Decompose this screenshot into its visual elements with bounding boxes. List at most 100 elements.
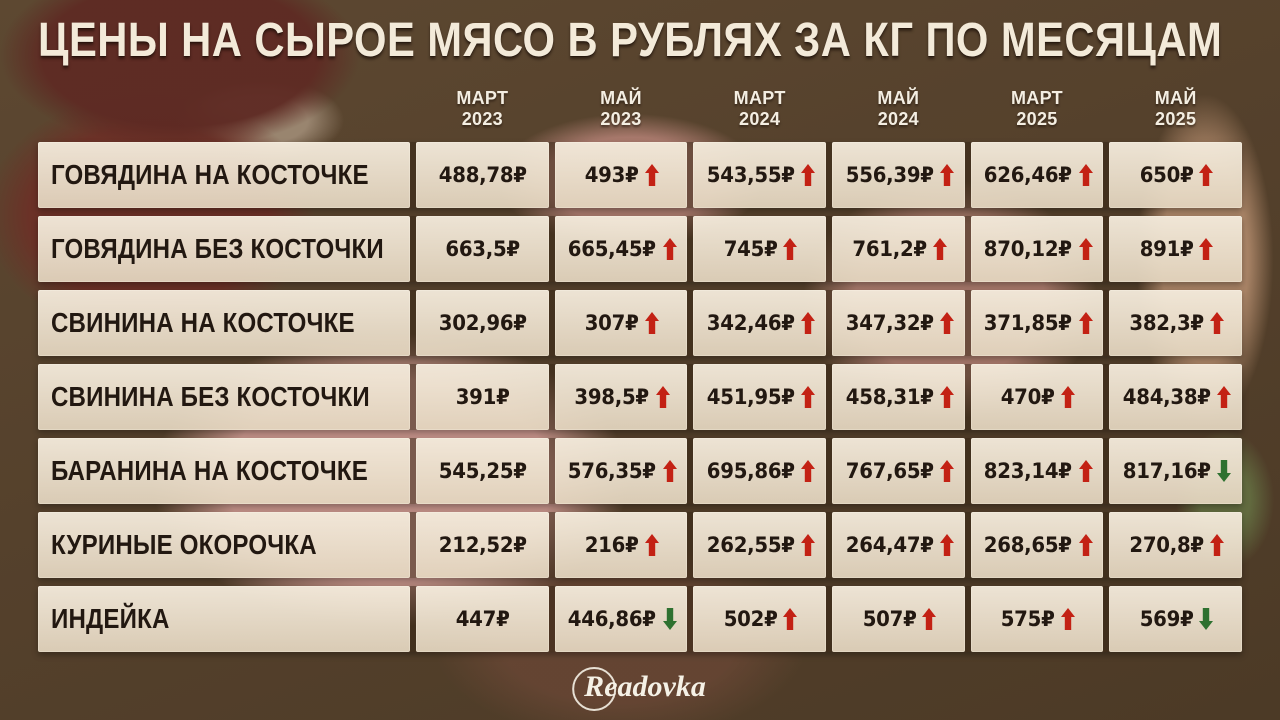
price-cell: 302,96₽ xyxy=(416,290,549,356)
price-cell: 767,65₽ xyxy=(832,438,965,504)
price-cell: 382,3₽ xyxy=(1109,290,1242,356)
trend-up-icon xyxy=(644,164,659,186)
price-value: 891₽ xyxy=(1139,237,1194,261)
table-row: КУРИНЫЕ ОКОРОЧКА 212,52₽ 216₽ 262,55₽ 264,4… xyxy=(38,512,1242,578)
row-label: ГОВЯДИНА НА КОСТОЧКЕ xyxy=(51,159,369,190)
price-value: 507₽ xyxy=(862,607,917,631)
price-cell: 870,12₽ xyxy=(970,216,1104,282)
price-cell: 626,46₽ xyxy=(970,142,1104,208)
price-value: 569₽ xyxy=(1139,607,1194,631)
price-cell: 347,32₽ xyxy=(832,290,965,356)
price-cell: 569₽ xyxy=(1109,586,1242,652)
column-header-spacer xyxy=(38,88,410,130)
price-value: 626,46₽ xyxy=(984,163,1072,187)
price-value: 270,8₽ xyxy=(1129,533,1204,557)
table-row: СВИНИНА НА КОСТОЧКЕ 302,96₽ 307₽ 342,46₽ 34… xyxy=(38,290,1242,356)
column-year: 2025 xyxy=(1016,109,1058,130)
trend-up-icon xyxy=(1217,386,1232,408)
page-title: ЦЕНЫ НА СЫРОЕ МЯСО В РУБЛЯХ ЗА КГ ПО МЕС… xyxy=(38,14,1223,67)
row-label-cell: ИНДЕЙКА xyxy=(38,586,410,652)
trend-up-icon xyxy=(783,608,798,630)
price-value: 502₽ xyxy=(723,607,778,631)
price-cell: 556,39₽ xyxy=(832,142,965,208)
table-row: ГОВЯДИНА НА КОСТОЧКЕ 488,78₽ 493₽ 543,55₽ 5… xyxy=(38,142,1242,208)
price-value: 458,31₽ xyxy=(845,385,934,409)
price-value: 216₽ xyxy=(585,533,639,557)
trend-up-icon xyxy=(1078,164,1093,186)
price-cell: 502₽ xyxy=(693,586,826,652)
row-label: СВИНИНА НА КОСТОЧКЕ xyxy=(51,307,355,338)
trend-up-icon xyxy=(932,238,947,260)
price-value: 870,12₽ xyxy=(984,237,1072,261)
column-year: 2024 xyxy=(739,109,781,130)
price-value: 212,52₽ xyxy=(438,533,527,557)
price-cell: 398,5₽ xyxy=(554,364,688,430)
price-cell: 212,52₽ xyxy=(416,512,549,578)
brand-logo: Readovka xyxy=(572,667,706,711)
column-month: МАРТ xyxy=(1011,88,1063,108)
row-label: БАРАНИНА НА КОСТОЧКЕ xyxy=(51,455,368,486)
price-value: 391₽ xyxy=(455,385,510,409)
trend-up-icon xyxy=(662,460,677,482)
row-label-cell: ГОВЯДИНА БЕЗ КОСТОЧКИ xyxy=(38,216,410,282)
price-cell: 264,47₽ xyxy=(832,512,965,578)
price-value: 556,39₽ xyxy=(845,163,934,187)
trend-up-icon xyxy=(1060,386,1075,408)
price-value: 268,65₽ xyxy=(984,533,1072,557)
trend-up-icon xyxy=(655,386,670,408)
price-value: 663,5₽ xyxy=(445,237,520,261)
trend-up-icon xyxy=(801,312,816,334)
row-label-cell: КУРИНЫЕ ОКОРОЧКА xyxy=(38,512,410,578)
price-value: 484,38₽ xyxy=(1122,385,1211,409)
price-value: 302,96₽ xyxy=(438,311,527,335)
trend-up-icon xyxy=(921,608,936,630)
column-month: МАРТ xyxy=(456,88,509,108)
price-cell: 484,38₽ xyxy=(1109,364,1242,430)
trend-up-icon xyxy=(940,534,955,556)
logo-ring-icon xyxy=(572,667,617,711)
column-header: МАЙ 2023 xyxy=(555,88,688,130)
trend-up-icon xyxy=(940,386,955,408)
price-cell: 650₽ xyxy=(1109,142,1242,208)
price-cell: 576,35₽ xyxy=(554,438,688,504)
trend-up-icon xyxy=(801,164,816,186)
price-cell: 493₽ xyxy=(554,142,688,208)
column-header: МАРТ 2023 xyxy=(416,88,549,130)
trend-up-icon xyxy=(644,312,659,334)
price-cell: 268,65₽ xyxy=(970,512,1104,578)
price-value: 470₽ xyxy=(1001,385,1055,409)
price-value: 347,32₽ xyxy=(845,311,934,335)
price-value: 382,3₽ xyxy=(1129,311,1204,335)
price-cell: 307₽ xyxy=(554,290,688,356)
trend-up-icon xyxy=(940,164,955,186)
trend-up-icon xyxy=(1078,312,1093,334)
trend-up-icon xyxy=(1210,534,1225,556)
row-label: ГОВЯДИНА БЕЗ КОСТОЧКИ xyxy=(51,233,384,264)
trend-up-icon xyxy=(940,460,955,482)
price-cell: 745₽ xyxy=(693,216,826,282)
price-cell: 488,78₽ xyxy=(416,142,549,208)
price-cell: 507₽ xyxy=(832,586,965,652)
price-value: 342,46₽ xyxy=(706,311,795,335)
price-value: 451,95₽ xyxy=(706,385,795,409)
price-value: 761,2₽ xyxy=(852,237,927,261)
column-header: МАЙ 2024 xyxy=(832,88,965,130)
price-cell: 391₽ xyxy=(416,364,549,430)
row-label-cell: СВИНИНА НА КОСТОЧКЕ xyxy=(38,290,410,356)
trend-up-icon xyxy=(662,238,677,260)
price-value: 543,55₽ xyxy=(706,163,795,187)
trend-up-icon xyxy=(801,534,816,556)
trend-up-icon xyxy=(1199,164,1214,186)
trend-up-icon xyxy=(940,312,955,334)
trend-down-icon xyxy=(662,608,677,630)
price-value: 371,85₽ xyxy=(984,311,1072,335)
price-value: 745₽ xyxy=(723,237,778,261)
price-value: 817,16₽ xyxy=(1122,459,1211,483)
price-cell: 695,86₽ xyxy=(693,438,826,504)
column-month: МАЙ xyxy=(600,88,642,108)
price-value: 447₽ xyxy=(455,607,510,631)
price-cell: 447₽ xyxy=(416,586,549,652)
price-cell: 761,2₽ xyxy=(832,216,965,282)
price-value: 264,47₽ xyxy=(845,533,934,557)
